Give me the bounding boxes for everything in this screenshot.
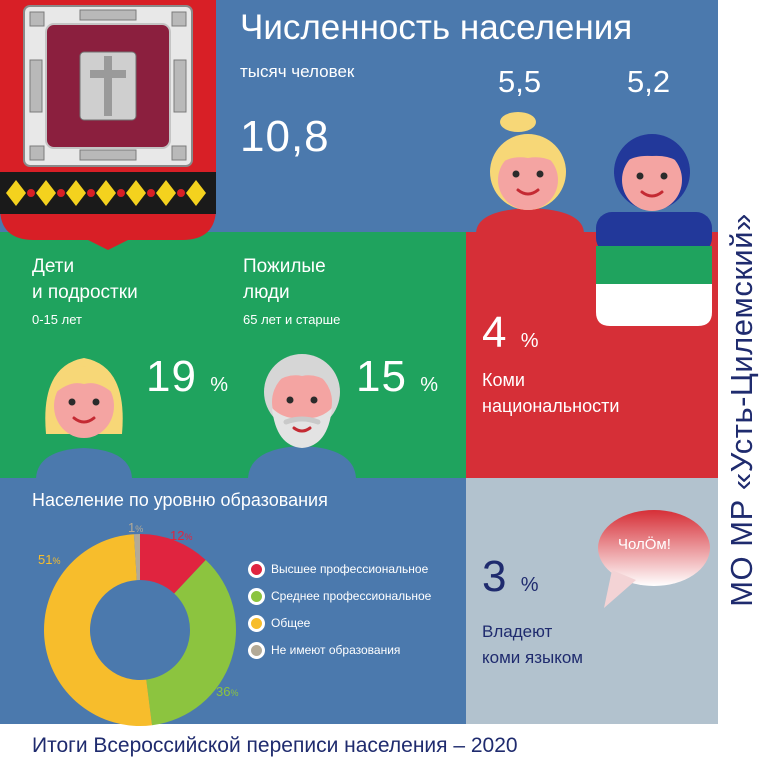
elderly-value: 15 % — [356, 352, 439, 401]
education-donut — [44, 534, 236, 726]
population-unit: тысяч человек — [240, 62, 355, 81]
donut-slice-higher — [140, 534, 206, 594]
komi-language-label-line1: Владеют — [482, 622, 553, 641]
elderly-figure — [248, 354, 356, 478]
donut-slice-none — [133, 534, 140, 581]
population-title: Численность населения — [240, 8, 633, 47]
children-title-line1: Дети — [32, 256, 75, 277]
komi-nationality-label-line1: Коми — [482, 370, 525, 390]
coat-of-arms — [0, 0, 216, 250]
footer-text: Итоги Всероссийской переписи населения –… — [32, 734, 518, 757]
legend-item-general: Общее — [248, 614, 310, 632]
elderly-title-line2: люди — [243, 282, 290, 303]
komi-nationality-label-line2: национальности — [482, 396, 620, 416]
population-female: 5,5 — [498, 64, 542, 99]
komi-nationality-value: 4 % — [482, 308, 540, 357]
legend-dot-higher — [248, 560, 265, 578]
komi-language-value: 3 % — [482, 552, 540, 601]
legend-label-none: Не имеют образования — [271, 643, 401, 657]
donut-slice-general — [44, 534, 153, 726]
donut-slice-secondary — [146, 560, 236, 726]
education-chart-title: Население по уровню образования — [32, 490, 328, 510]
legend-item-higher: Высшее профессиональное — [248, 560, 428, 578]
label-value-secondary: 36% — [216, 684, 239, 699]
legend-item-secondary: Среднее профессиональное — [248, 587, 431, 605]
population-total: 10,8 — [240, 112, 330, 161]
population-male: 5,2 — [627, 64, 671, 99]
speech-bubble — [598, 510, 710, 608]
side-title: МО МР «Усть-Цилемский» — [724, 213, 759, 607]
legend-label-higher: Высшее профессиональное — [271, 562, 429, 576]
child-figure — [36, 358, 132, 478]
man-figure — [596, 134, 712, 326]
legend-dot-secondary — [248, 587, 265, 605]
woman-figure — [476, 112, 584, 234]
legend-dot-none — [248, 641, 265, 659]
speech-bubble-text: ЧолÖм! — [618, 536, 671, 553]
komi-language-label-line2: коми языком — [482, 648, 583, 667]
legend-label-general: Общее — [271, 616, 311, 630]
label-value-none: 1% — [128, 520, 144, 535]
elderly-age: 65 лет и старше — [243, 312, 341, 327]
legend-item-none: Не имеют образования — [248, 641, 400, 659]
label-value-general: 51% — [38, 552, 61, 567]
children-age: 0-15 лет — [32, 312, 82, 327]
label-value-higher: 12% — [170, 528, 193, 543]
legend-label-secondary: Среднее профессиональное — [271, 589, 432, 603]
legend-dot-general — [248, 614, 265, 632]
children-value: 19 % — [146, 352, 229, 401]
children-title-line2: и подростки — [32, 282, 138, 303]
elderly-title-line1: Пожилые — [243, 256, 326, 277]
